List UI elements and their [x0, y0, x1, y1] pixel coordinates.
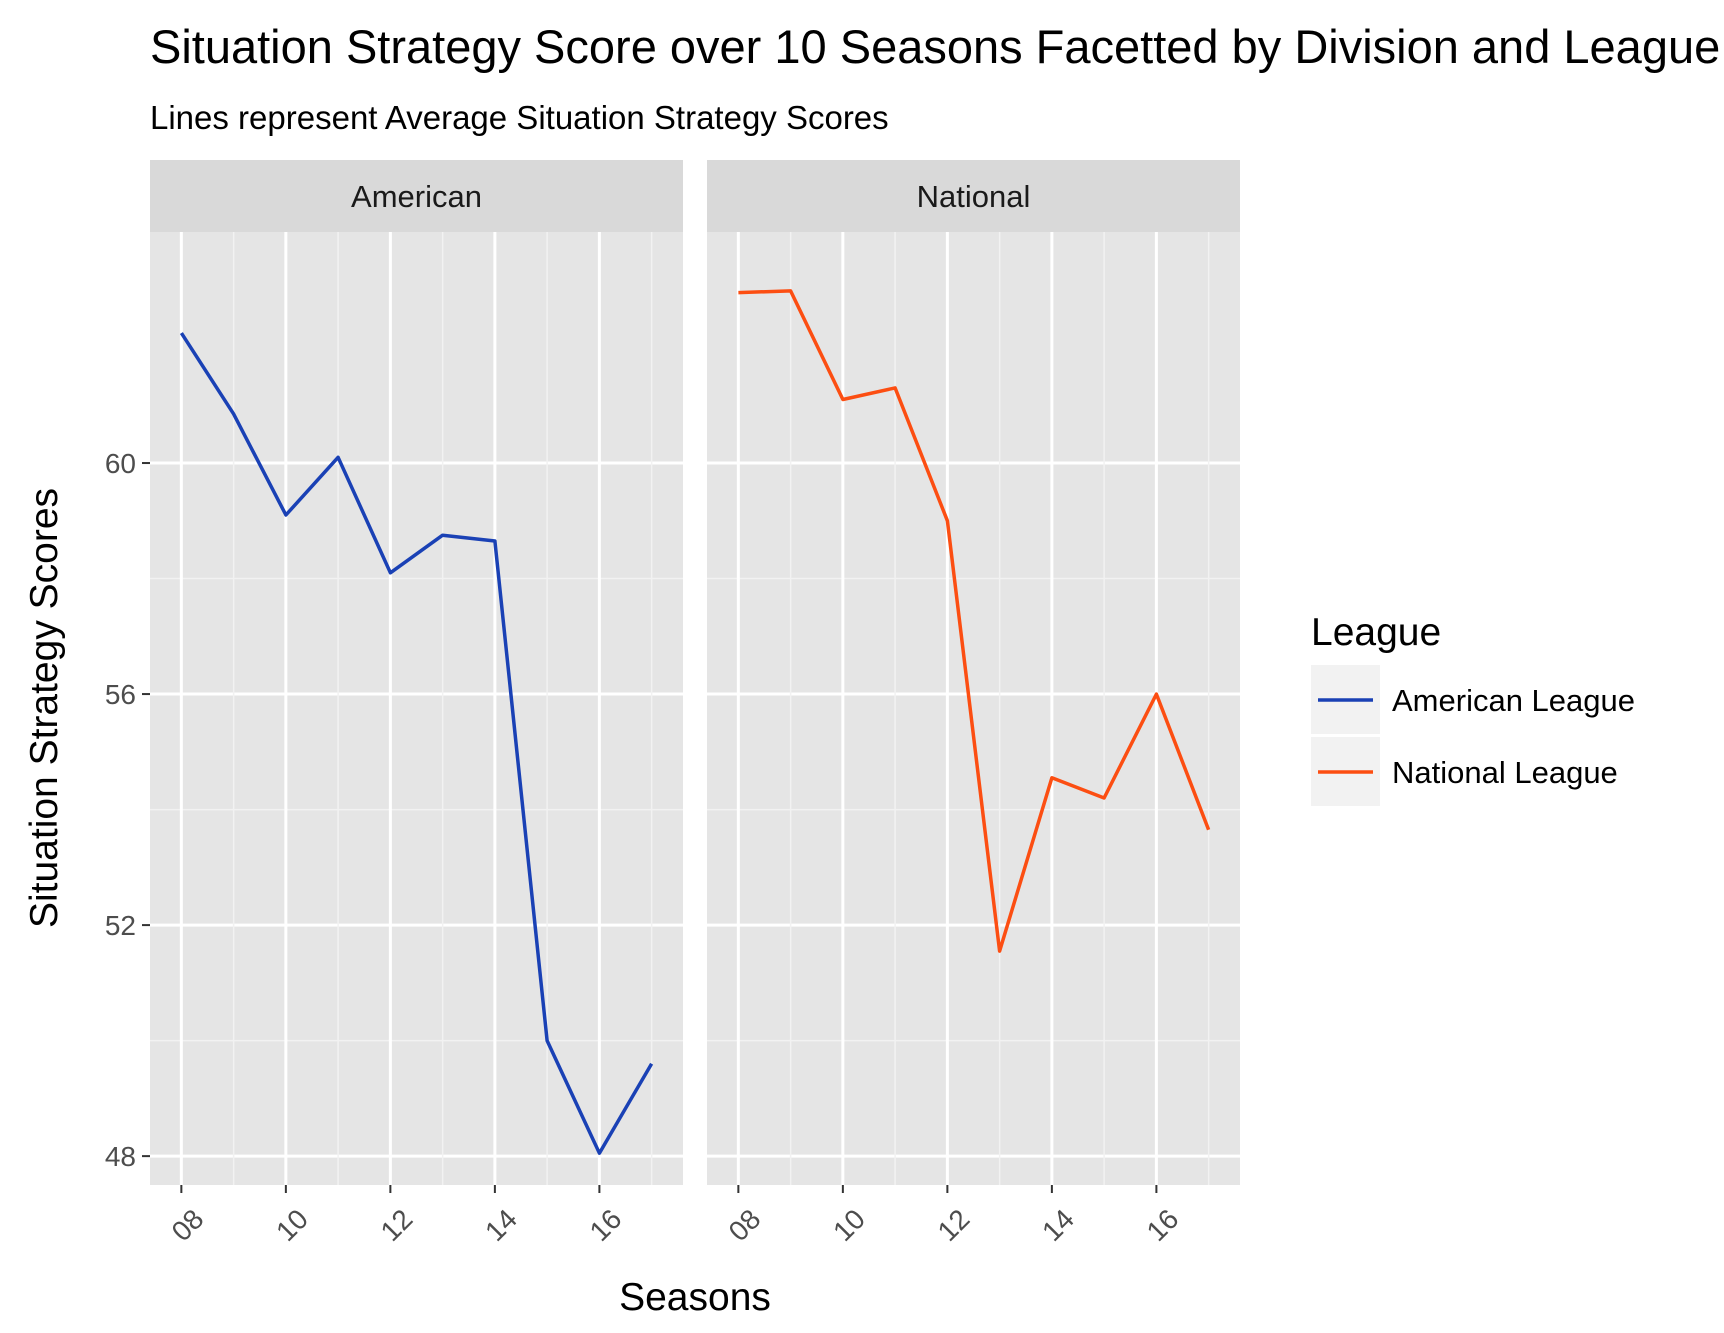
x-tick-label: 14 — [479, 1203, 523, 1247]
series-line — [179, 332, 654, 1155]
legend-item: National League — [1311, 737, 1618, 806]
legend-label: American League — [1392, 683, 1635, 718]
x-axis-title: Seasons — [619, 1276, 771, 1319]
y-axis-title: Situation Strategy Scores — [23, 488, 66, 928]
x-tick-label: 08 — [723, 1203, 767, 1247]
legend: League American League National League — [1311, 611, 1635, 806]
x-tick-label: 10 — [270, 1203, 314, 1247]
facet-strip-label: National — [917, 179, 1031, 214]
legend-label: National League — [1392, 755, 1618, 790]
chart-subtitle: Lines represent Average Situation Strate… — [150, 99, 889, 136]
legend-title: League — [1311, 611, 1441, 654]
x-tick-label: 14 — [1036, 1203, 1080, 1247]
x-tick-label: 08 — [166, 1203, 210, 1247]
y-tick-label: 48 — [105, 1141, 136, 1172]
x-tick-label: 16 — [584, 1203, 628, 1247]
panel-national: National 08 10 12 14 16 — [707, 160, 1240, 1247]
y-tick-label: 52 — [105, 910, 136, 941]
panel-background — [150, 232, 683, 1185]
facet-strip — [707, 160, 1240, 232]
panel-background — [707, 232, 1240, 1185]
y-axis: 48 52 56 60 — [105, 448, 150, 1172]
facet-strip — [150, 160, 683, 232]
panel-american: American 08 10 12 14 16 — [150, 160, 683, 1247]
legend-items: American League National League — [1311, 665, 1635, 806]
x-tick-label: 16 — [1141, 1203, 1185, 1247]
x-tick-label: 12 — [932, 1203, 976, 1247]
x-tick-label: 10 — [827, 1203, 871, 1247]
y-tick-label: 60 — [105, 448, 136, 479]
facet-panels: American 08 10 12 14 16 National 08 10 12 14 16 — [150, 160, 1240, 1247]
x-tick-label: 12 — [375, 1203, 419, 1247]
legend-item: American League — [1311, 665, 1635, 734]
facet-strip-label: American — [351, 179, 482, 214]
series-line — [738, 289, 1211, 953]
chart-title: Situation Strategy Score over 10 Seasons… — [150, 20, 1720, 73]
y-tick-label: 56 — [105, 679, 136, 710]
